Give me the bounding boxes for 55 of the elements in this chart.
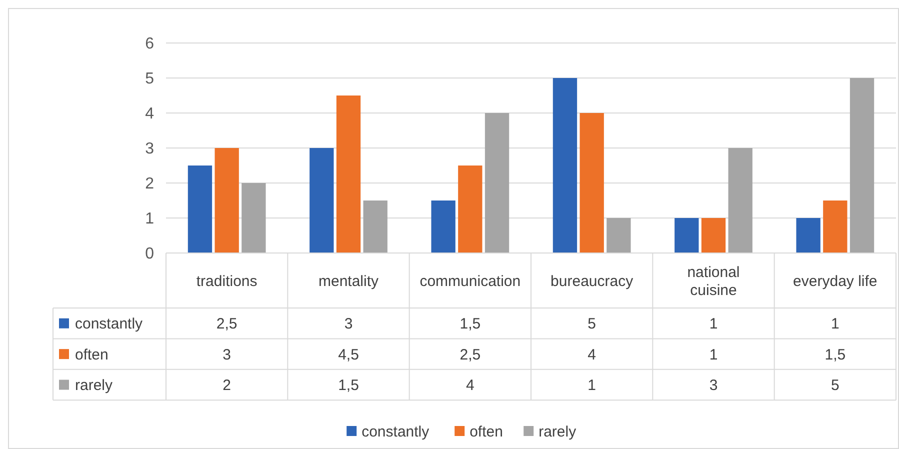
text: rarely [75, 377, 113, 394]
legend-label: often [75, 346, 108, 364]
bar [552, 78, 578, 253]
text: often [470, 423, 503, 440]
bar [701, 218, 726, 253]
data-label: 1,5 [824, 346, 846, 364]
x-tick-label: bureaucracy [550, 272, 634, 290]
bar [796, 218, 820, 253]
bar [850, 78, 874, 253]
data-label: 3 [344, 316, 353, 333]
x-tick-label: traditions [196, 272, 258, 290]
data-label: 5 [830, 377, 840, 394]
bar [458, 166, 482, 253]
bar [336, 96, 361, 253]
data-label: 4 [588, 346, 596, 364]
data-label: 1 [830, 316, 840, 333]
bar [310, 148, 334, 253]
legend-label: constantly [75, 316, 144, 333]
bar [188, 166, 212, 253]
data-label: 1 [588, 377, 596, 394]
y-tick-label: 5 [145, 70, 154, 88]
bar [363, 200, 388, 253]
bar [431, 200, 456, 253]
x-tick-label: mentality [318, 272, 380, 290]
data-label: 1,5 [338, 377, 359, 394]
data-label: 1,5 [460, 316, 481, 333]
data-label: 2,5 [460, 346, 481, 364]
data-label: 3 [709, 377, 718, 394]
bar [242, 183, 266, 253]
bar [823, 200, 848, 253]
bar [728, 148, 752, 253]
data-label: 4,5 [338, 346, 359, 364]
y-tick-label: 1 [145, 210, 154, 228]
bar [214, 148, 239, 253]
bar [580, 113, 604, 253]
x-tick-label: everyday life [793, 272, 878, 290]
y-tick-label: 3 [145, 140, 154, 158]
y-tick-label: 4 [145, 106, 154, 123]
y-tick-label: 6 [145, 36, 154, 53]
x-tick-label: communication [420, 272, 521, 290]
data-label: 2 [222, 377, 232, 394]
data-label: 3 [222, 346, 232, 364]
data-label: 4 [466, 377, 474, 394]
data-label: 2,5 [216, 316, 238, 333]
bar [484, 113, 510, 253]
data-label: 5 [588, 316, 596, 333]
y-tick-label: 2 [145, 176, 154, 193]
legend-label: rarely [538, 423, 577, 440]
y-tick-label: 0 [145, 246, 154, 263]
data-label: 1 [709, 346, 718, 364]
bar [674, 218, 699, 253]
data-label: 1 [709, 316, 718, 333]
bar [606, 218, 631, 253]
text: constantly [362, 423, 430, 440]
x-tick-label: national cuisine [687, 264, 740, 299]
